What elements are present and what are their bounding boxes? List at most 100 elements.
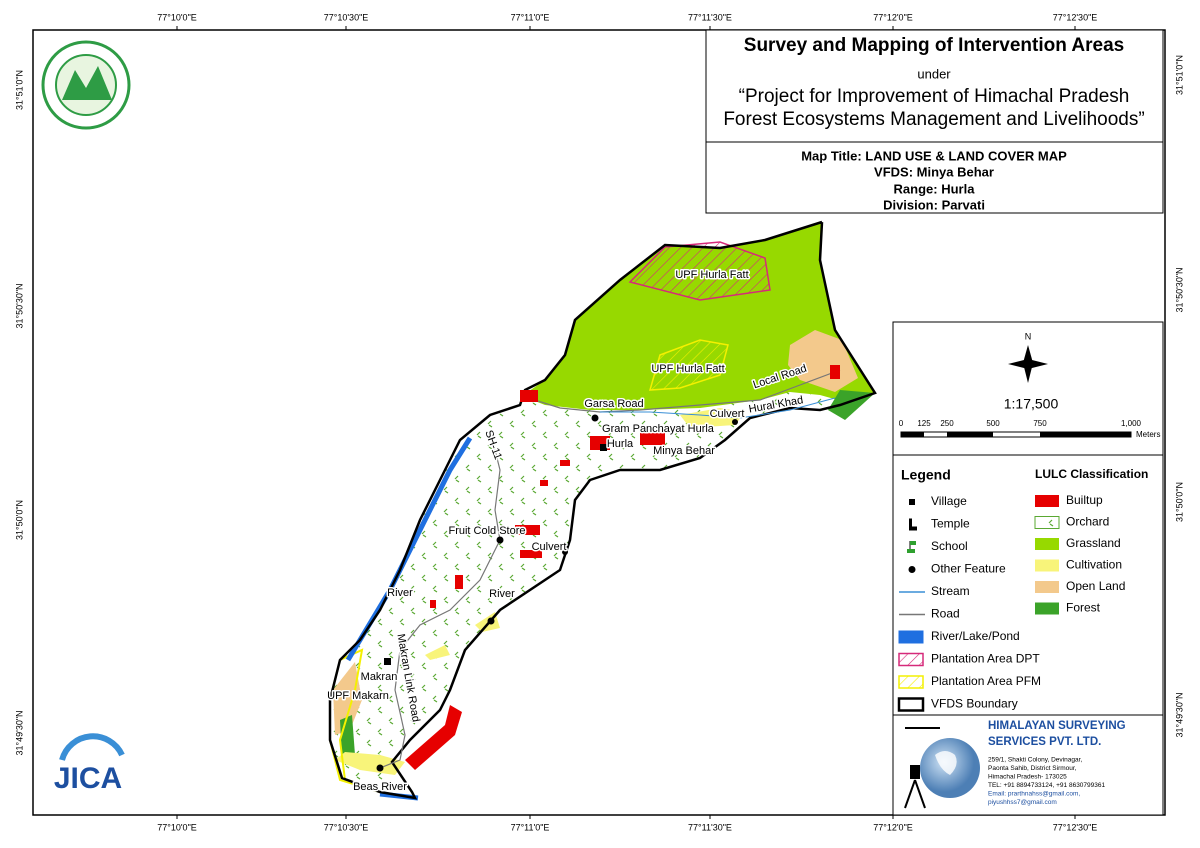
lulc-label: Orchard [1066,515,1109,529]
area-symbol [897,697,925,712]
coord-label: 31°51'0"N [14,70,24,110]
legend-symbol [907,541,916,553]
coord-label: 31°49'30"N [14,710,24,755]
legend-label: Plantation Area PFM [931,674,1041,688]
map-title: Map Title: LAND USE & LAND COVER MAP [801,148,1067,163]
lulc-swatch [1035,602,1059,615]
scale-tick: 500 [986,419,1000,428]
builtup [515,525,540,535]
coord-label: 31°50'30"N [1174,267,1184,312]
company-address: piyushhss7@gmail.com [988,799,1057,806]
legend-symbol [909,518,917,531]
road [521,369,841,413]
village-point [384,658,391,665]
open-land-area [788,330,858,392]
cultivation-area [425,645,450,660]
legend-label: Plantation Area DPT [931,652,1040,666]
north-arrow [1008,345,1048,383]
grassland-area [522,222,875,410]
legend-label: Other Feature [931,562,1006,576]
area-symbol [898,630,924,644]
map-label: Culvert [710,408,745,420]
scale-bar-segment [1040,432,1131,437]
division-name: Division: Parvati [883,197,985,212]
feature-point [562,549,568,555]
map-label: UPF Hurla Fatt [651,363,724,375]
hp-forest-logo [41,40,131,130]
legend-box [892,454,1164,716]
map-label: UPF Hurla Fatt [675,269,748,281]
lulc-label: Forest [1066,601,1101,615]
map-label: River [489,588,515,600]
feature-point [496,536,504,544]
jica-text: JICA [54,762,122,795]
legend-label: Stream [931,584,970,598]
scale-tick: 750 [1033,419,1047,428]
company-address: Paonta Sahib, District Sirmour, [988,765,1077,772]
company-name: HIMALAYAN SURVEYING [988,720,1126,732]
land-cover [328,220,877,801]
coord-label: 77°12'30"E [1053,822,1098,832]
feature-symbol [908,566,916,573]
plantation-pfm [648,339,729,391]
builtup [540,480,548,486]
open-land-area [333,662,362,735]
legend-label: Village [931,494,967,508]
coord-label: 77°10'0"E [157,12,197,22]
coord-label: 77°10'30"E [324,822,369,832]
legend-title: Legend [901,467,951,483]
legend-label: River/Lake/Pond [931,629,1020,643]
scale-unit: Meters [1136,430,1160,439]
company-address: Email: prarthnahss@gmail.com, [988,791,1080,798]
coord-label: 31°50'30"N [14,283,24,328]
coord-label: 77°10'0"E [157,822,197,832]
title-box [705,29,1164,214]
coord-label: 31°51'0"N [1174,55,1184,95]
lulc-swatch [1035,581,1059,593]
coord-label: 77°11'0"E [511,822,550,832]
company-address: 259/1, Shakti Colony, Devinagar, [988,757,1082,764]
lulc-swatch [1035,495,1059,507]
map-label: Makran [361,671,398,683]
feature-point [376,764,384,772]
vfds-boundary [328,220,877,800]
lulc-swatch [1035,559,1059,572]
scale-tick: 125 [917,419,931,428]
legend-label: Road [931,607,960,621]
legend-symbol [908,566,916,573]
scale-bar-segment [901,432,924,437]
cultivation-area [335,752,405,775]
builtup [830,365,840,379]
scale-bar-segment [947,432,993,437]
legend-symbol [909,499,915,505]
temple-symbol [909,518,917,531]
project-line: Forest Ecosystems Management and Livelih… [723,109,1144,130]
scale-ratio: 1:17,500 [1004,396,1059,412]
area-symbol [898,652,924,667]
coord-label: 77°11'30"E [688,12,732,22]
lulc-swatch [1034,516,1060,529]
feature-point [487,617,495,625]
village-point [600,444,607,451]
map-label: Gram Panchayat Hurla [602,423,715,435]
map-label: Fruit Cold Store [448,525,525,537]
village-symbol [909,499,915,505]
builtup [430,600,436,608]
subtitle: under [917,66,951,81]
legend-label: VFDS Boundary [931,697,1018,711]
builtup [520,390,538,402]
map-label: Beas River [353,781,407,793]
legend-symbol [898,652,924,667]
legend-symbol [897,697,925,712]
cultivation-area [680,408,745,428]
stream [600,397,836,419]
company-name: SERVICES PVT. LTD. [988,736,1101,748]
company-address: Himachal Pradesh- 173025 [988,774,1067,781]
legend-label: School [931,539,968,553]
coord-label: 77°12'0"E [873,822,913,832]
north-label: N [1025,331,1032,341]
lulc-label: Cultivation [1066,558,1122,572]
coord-label: 31°50'0"N [1174,482,1184,522]
